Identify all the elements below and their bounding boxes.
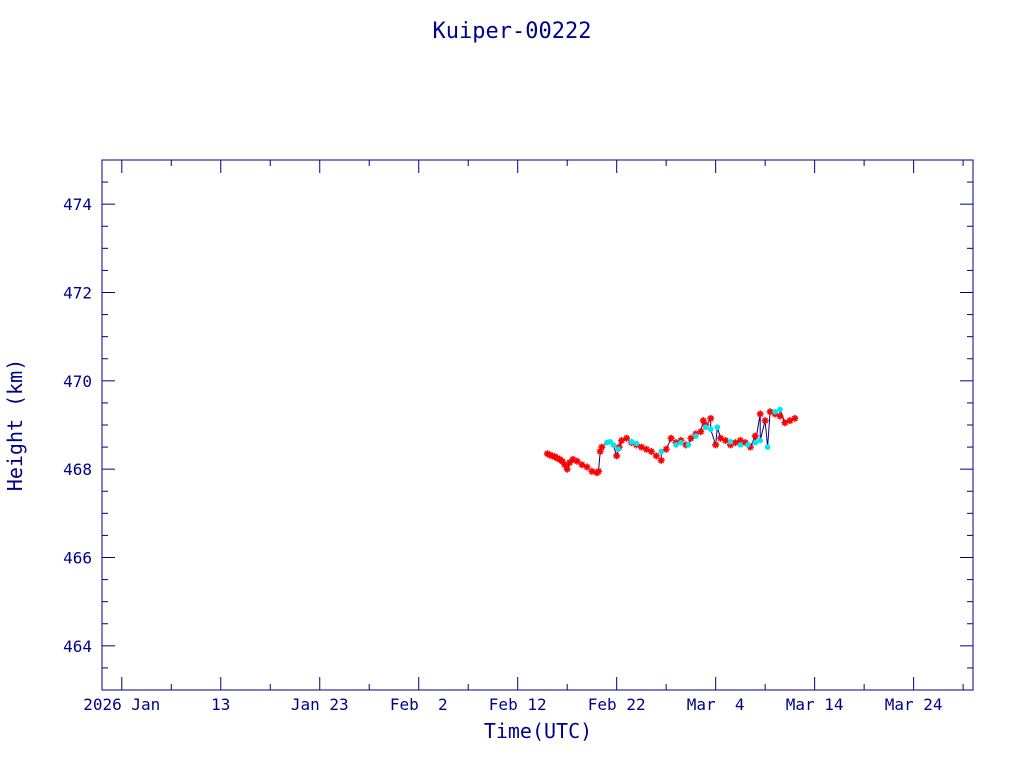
data-point-asterisk [595,467,603,475]
data-point-asterisk [697,428,705,436]
y-tick-label: 470 [63,372,92,391]
data-point-dot [757,437,763,444]
x-tick-label: Mar 14 [786,695,844,714]
x-tick-label: Jan 23 [291,695,349,714]
data-point-dot [737,442,744,448]
data-point-dot [752,439,759,446]
data-point-dot [777,406,783,413]
axis-ticks [102,159,973,691]
x-axis-label: Time(UTC) [484,719,592,743]
data-point-dot [685,442,692,448]
data-point-asterisk [791,414,799,422]
y-tick-label: 472 [63,284,92,303]
data-point-dot [702,424,709,431]
data-point-dot [693,433,699,439]
data-point-asterisk [662,445,670,453]
data-point-asterisk [583,463,591,471]
data-point-dot [727,438,734,445]
data-point-asterisk [588,467,596,475]
data-point-asterisk [722,436,730,444]
data-point-dot [678,439,684,446]
data-point-dot [633,440,640,447]
data-series [543,406,799,477]
data-point-asterisk [613,452,621,460]
data-point-asterisk [751,432,759,440]
data-point-dot [745,442,751,448]
data-point-dot [658,448,665,455]
x-tick-label: Feb 12 [489,695,547,714]
data-point-asterisk [776,412,784,420]
chart-title: Kuiper-00222 [433,19,592,44]
data-point-asterisk [657,456,665,464]
data-point-asterisk [598,443,606,451]
data-point-asterisk [563,465,571,473]
x-tick-label: 13 [211,695,230,714]
y-tick-label: 464 [63,637,92,656]
y-tick-label: 468 [63,460,92,479]
y-axis-label: Height (km) [3,359,27,491]
x-tick-label: Feb 22 [588,695,646,714]
data-point-asterisk [687,434,695,442]
plot-frame [101,159,974,691]
data-point-dot [764,444,771,450]
data-point-asterisk [712,441,720,449]
y-tick-label: 474 [63,195,92,214]
x-tick-label: Mar 24 [885,695,943,714]
data-point-dot [610,442,617,448]
y-tick-labels: 464 466 468 470 472 474 [63,195,92,656]
data-point-asterisk [667,434,675,442]
data-point-asterisk [618,436,626,444]
data-point-dot [772,408,778,415]
x-tick-label: Feb 2 [390,695,448,714]
data-point-asterisk [707,414,715,422]
data-point-asterisk [761,417,769,425]
data-point-asterisk [573,457,581,465]
y-tick-label: 466 [63,549,92,568]
x-tick-label: Mar 4 [687,695,745,714]
data-point-dot [615,446,622,453]
data-point-asterisk [756,410,764,418]
x-tick-label: 2026 Jan [83,695,160,714]
data-point-dot [707,426,714,433]
data-point-dot [714,424,721,431]
data-point-dot [673,442,679,448]
data-point-asterisk [647,448,655,455]
x-tick-labels: 2026 Jan 13 Jan 23 Feb 2 Feb 12 Feb 22 Mar 4 Ma… [83,695,942,714]
data-point-dot [628,438,635,445]
data-point-asterisk [652,452,660,460]
data-point-asterisk [623,434,631,442]
